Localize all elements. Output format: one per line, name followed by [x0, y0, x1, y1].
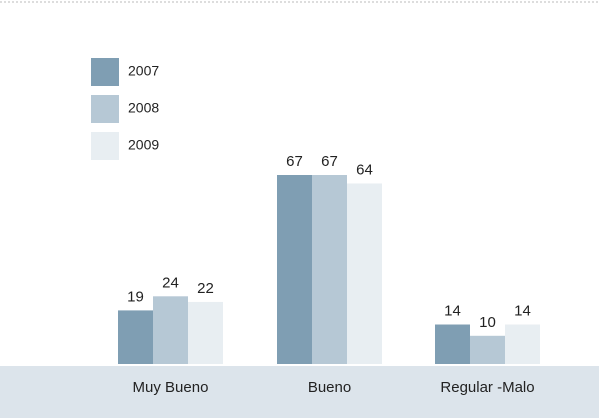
- data-label: 14: [444, 302, 461, 319]
- data-label: 22: [197, 280, 214, 297]
- bar: [505, 324, 540, 364]
- data-label: 14: [514, 302, 531, 319]
- legend-swatch: [91, 95, 119, 123]
- x-tick-label: Regular -Malo: [440, 379, 534, 396]
- bar: [277, 175, 312, 364]
- legend-swatch: [91, 132, 119, 160]
- legend-swatch: [91, 58, 119, 86]
- category-band: [0, 366, 599, 418]
- data-label: 19: [127, 288, 144, 305]
- data-label: 64: [356, 161, 373, 178]
- bar: [435, 324, 470, 364]
- bar: [470, 335, 505, 364]
- legend-label: 2007: [128, 63, 159, 79]
- bar: [347, 183, 382, 364]
- x-tick-label: Bueno: [308, 379, 351, 396]
- data-label: 67: [286, 153, 303, 170]
- x-tick-label: Muy Bueno: [133, 379, 209, 396]
- data-label: 10: [479, 314, 496, 331]
- bar: [312, 175, 347, 364]
- legend-label: 2009: [128, 137, 159, 153]
- bar: [153, 296, 188, 364]
- data-label: 24: [162, 274, 179, 291]
- bar: [188, 301, 223, 364]
- bar: [118, 310, 153, 364]
- legend-label: 2008: [128, 100, 159, 116]
- data-label: 67: [321, 153, 338, 170]
